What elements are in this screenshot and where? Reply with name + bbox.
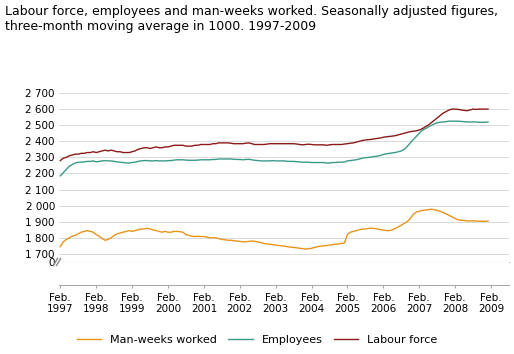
- Labour force: [57, 159, 63, 163]
- Line: Man-weeks worked: Man-weeks worked: [60, 209, 488, 249]
- Employees: [57, 174, 63, 178]
- Labour force: [362, 138, 369, 142]
- Line: Labour force: Labour force: [60, 109, 488, 161]
- Employees: [446, 119, 452, 123]
- Employees: [401, 147, 408, 152]
- Man-weeks worked: [87, 229, 94, 234]
- Man-weeks worked: [485, 219, 491, 223]
- Labour force: [120, 150, 126, 155]
- Labour force: [407, 130, 413, 134]
- Man-weeks worked: [410, 212, 416, 217]
- Labour force: [485, 107, 491, 111]
- Employees: [407, 141, 413, 145]
- Labour force: [87, 150, 94, 155]
- Man-weeks worked: [303, 247, 309, 251]
- Employees: [87, 159, 94, 164]
- Man-weeks worked: [404, 219, 410, 224]
- Line: Employees: Employees: [60, 121, 488, 176]
- Labour force: [189, 144, 195, 148]
- Employees: [189, 158, 195, 162]
- Man-weeks worked: [428, 207, 434, 211]
- Labour force: [401, 131, 408, 135]
- Labour force: [449, 107, 455, 111]
- Man-weeks worked: [365, 226, 372, 230]
- Man-weeks worked: [57, 245, 63, 249]
- Legend: Man-weeks worked, Employees, Labour force: Man-weeks worked, Employees, Labour forc…: [77, 335, 437, 345]
- Employees: [485, 120, 491, 124]
- Employees: [120, 160, 126, 165]
- Man-weeks worked: [189, 234, 195, 238]
- Employees: [362, 155, 369, 160]
- Text: Labour force, employees and man-weeks worked. Seasonally adjusted figures,
three: Labour force, employees and man-weeks wo…: [5, 5, 498, 33]
- Man-weeks worked: [120, 230, 126, 234]
